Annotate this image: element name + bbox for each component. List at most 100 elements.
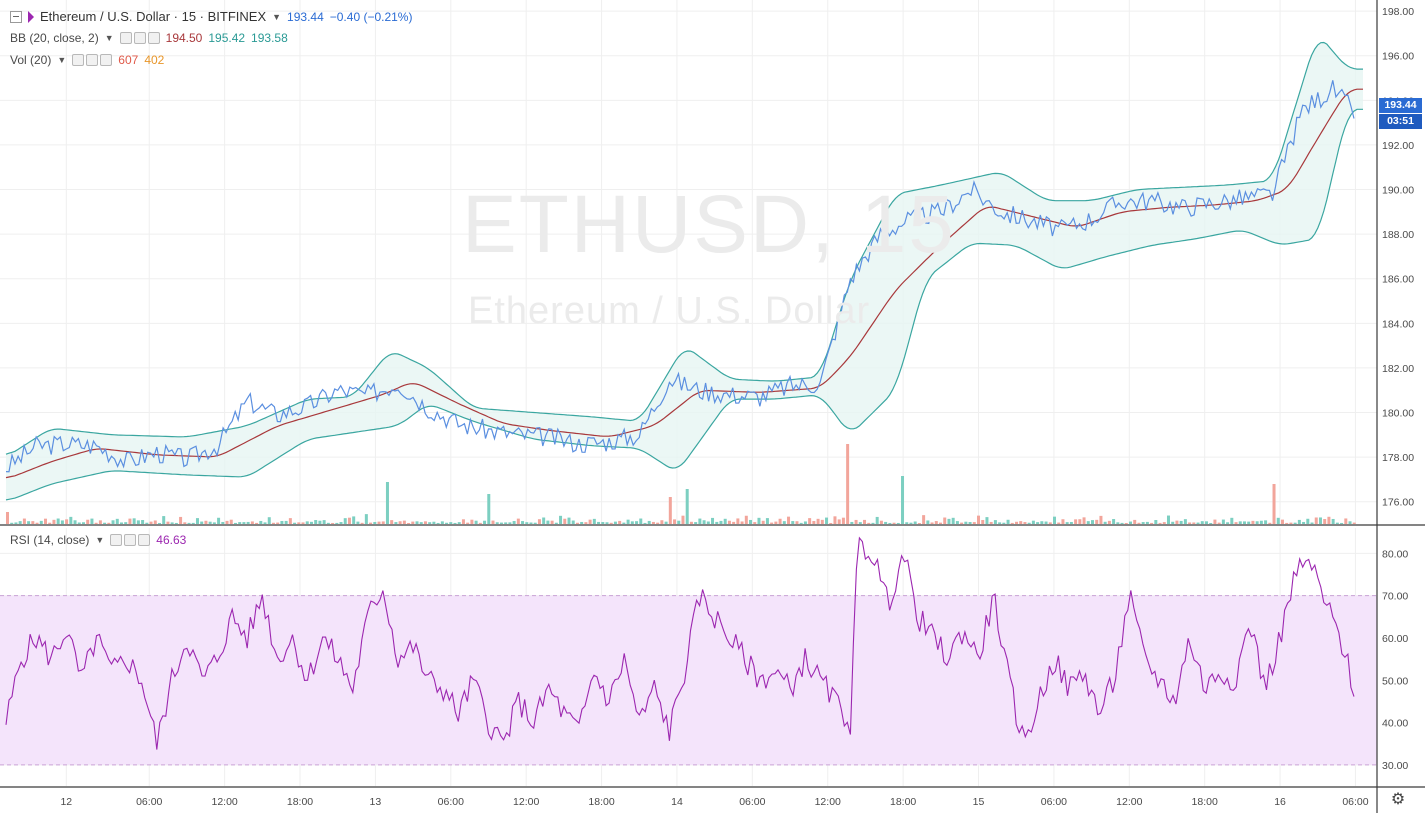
volume-bar [48, 522, 52, 524]
volume-bar [1124, 522, 1128, 524]
volume-bar [301, 522, 305, 524]
bb-label[interactable]: BB (20, close, 2) [10, 31, 99, 45]
volume-bar [360, 522, 364, 524]
volume-bar [753, 522, 757, 524]
volume-bar [1010, 522, 1014, 524]
rsi-band [0, 595, 1377, 765]
volume-bar [153, 520, 157, 524]
volume-bar [1015, 521, 1019, 524]
volume-bar [491, 520, 495, 524]
volume-bar [141, 520, 145, 524]
volume-bar [1331, 518, 1335, 524]
rsi-tick-label: 30.00 [1382, 760, 1408, 772]
volume-bar [1314, 517, 1318, 524]
volume-bar [1327, 516, 1331, 524]
volume-bar [808, 518, 812, 524]
volume-bar [643, 522, 647, 524]
volume-bar [483, 520, 487, 524]
flag-icon[interactable] [28, 10, 34, 23]
volume-bar [660, 520, 664, 524]
volume-bar [1019, 521, 1023, 524]
volume-bar [267, 517, 271, 524]
volume-bar [1230, 517, 1234, 524]
time-tick-label: 16 [1274, 796, 1286, 808]
volume-bar [335, 522, 339, 524]
time-tick-label: 06:00 [438, 796, 464, 808]
volume-bar [939, 522, 943, 524]
volume-bar [276, 522, 280, 524]
chevron-down-icon[interactable]: ▼ [57, 55, 67, 65]
volume-bar [736, 518, 740, 524]
volume-bar [77, 522, 81, 524]
volume-bar [225, 520, 229, 524]
volume-bar [770, 522, 774, 524]
volume-bar [858, 522, 862, 524]
chevron-down-icon[interactable]: ▼ [104, 33, 114, 43]
volume-bar [271, 522, 275, 524]
volume-bar [1095, 519, 1099, 524]
volume-bar [1255, 521, 1259, 524]
volume-bar [833, 516, 837, 524]
volume-bar [402, 520, 406, 524]
gear-icon[interactable] [124, 534, 137, 546]
volume-bar [1061, 519, 1065, 524]
eye-icon[interactable] [72, 54, 85, 66]
gear-icon[interactable] [86, 54, 99, 66]
volume-bar [774, 521, 778, 524]
volume-bar [280, 520, 284, 524]
price-tick-label: 190.00 [1382, 185, 1414, 197]
time-tick-label: 12 [60, 796, 72, 808]
bb-basis-value: 195.42 [208, 31, 246, 45]
chevron-down-icon[interactable]: ▼ [95, 535, 105, 545]
close-icon[interactable] [147, 32, 160, 44]
volume-bar [98, 520, 102, 524]
volume-bar [1238, 521, 1242, 524]
volume-bar [86, 519, 90, 524]
volume-bar [18, 521, 22, 524]
volume-bar [516, 518, 520, 524]
settings-gear-icon[interactable]: ⚙ [1390, 791, 1406, 808]
volume-bar [1074, 519, 1078, 524]
volume-bar [504, 522, 508, 524]
gear-icon[interactable] [133, 32, 146, 44]
chevron-down-icon[interactable]: ▼ [272, 11, 282, 22]
volume-bar [14, 522, 18, 524]
price-tick-label: 184.00 [1382, 318, 1414, 330]
symbol-title[interactable]: Ethereum / U.S. Dollar · 15 · BITFINEX [40, 9, 267, 24]
rsi-legend: RSI (14, close) ▼ 46.63 [10, 533, 186, 547]
eye-icon[interactable] [110, 534, 123, 546]
volume-bar [1154, 520, 1158, 524]
volume-bar [1259, 520, 1263, 524]
volume-bar [495, 522, 499, 524]
close-icon[interactable] [138, 534, 151, 546]
volume-bar [972, 522, 976, 524]
volume-bar [191, 522, 195, 524]
volume-bar [470, 519, 474, 524]
volume-bar [1023, 522, 1027, 524]
volume-bar [926, 520, 930, 524]
volume-bar [989, 521, 993, 524]
volume-bar [259, 520, 263, 524]
watermark-ticker: ETHUSD, 15 [462, 179, 956, 270]
volume-bar [605, 522, 609, 524]
collapse-icon[interactable] [10, 10, 22, 23]
price-tick-label: 180.00 [1382, 408, 1414, 420]
volume-bar [1006, 519, 1010, 524]
rsi-label[interactable]: RSI (14, close) [10, 533, 90, 547]
eye-icon[interactable] [119, 32, 132, 44]
volume-bar [592, 518, 596, 524]
vol-label[interactable]: Vol (20) [10, 53, 52, 67]
volume-bar [183, 522, 187, 524]
volume-bar [339, 522, 343, 524]
volume-bar [635, 521, 639, 524]
volume-bar [115, 518, 119, 524]
volume-bar [998, 522, 1002, 524]
volume-bar [744, 515, 748, 524]
bar-countdown-tag: 03:51 [1379, 114, 1422, 129]
price-tick-label: 198.00 [1382, 6, 1414, 18]
volume-bar [930, 522, 934, 524]
vol-controls [72, 54, 113, 66]
time-tick-label: 06:00 [739, 796, 765, 808]
close-icon[interactable] [100, 54, 113, 66]
